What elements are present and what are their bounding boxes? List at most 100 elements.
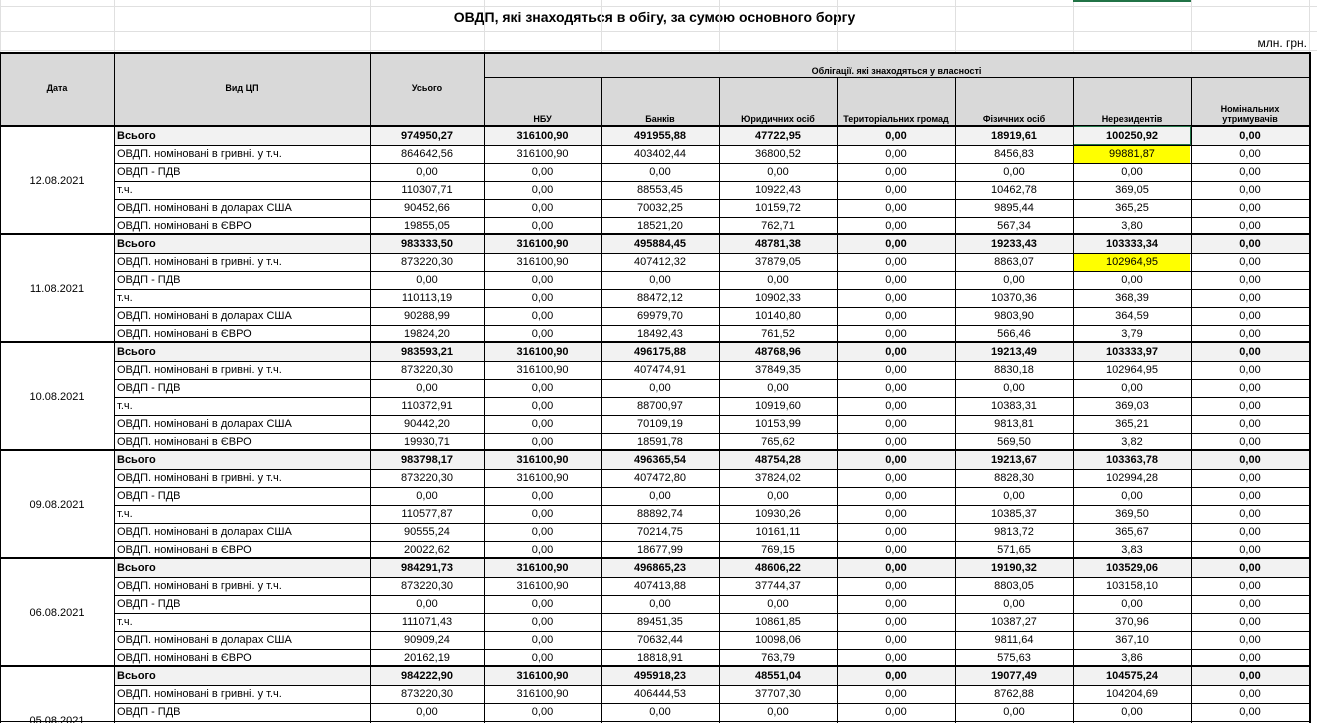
cell-value: 0,00	[885, 634, 907, 646]
cell-value: 369,50	[1115, 508, 1149, 520]
cell-value: 8803,05	[994, 580, 1034, 592]
cell-value: 0,00	[416, 490, 438, 502]
cell-value: 491955,88	[634, 130, 686, 142]
column-border	[1191, 77, 1192, 723]
grid-line	[0, 6, 1317, 7]
group-header: Облігації. які знаходяться у власності	[811, 66, 982, 76]
cell-value: 0,00	[649, 598, 671, 610]
cell-value: 761,52	[761, 328, 795, 340]
row-line	[114, 379, 1309, 380]
cell-value: 316100,90	[516, 562, 569, 574]
cell-value: 763,79	[761, 652, 795, 664]
cell-value: 0,00	[1239, 238, 1261, 250]
selection-edge	[1073, 0, 1191, 2]
row-label: т.ч.	[117, 292, 133, 304]
cell-value: 0,00	[1239, 310, 1261, 322]
column-border	[370, 52, 371, 723]
block-border	[0, 665, 1309, 667]
cell-value: 0,00	[885, 274, 907, 286]
cell-value: 88892,74	[637, 508, 683, 520]
cell-value: 19190,32	[991, 562, 1037, 574]
cell-value: 90555,24	[404, 526, 450, 538]
cell-value: 0,00	[885, 238, 907, 250]
total-row-bg	[114, 127, 1309, 145]
cell-value: 0,00	[885, 706, 907, 718]
cell-value: 0,00	[885, 400, 907, 412]
row-line	[114, 361, 1309, 362]
cell-value: 0,00	[885, 148, 907, 160]
cell-value: 0,00	[767, 166, 789, 178]
cell-value: 0,00	[885, 382, 907, 394]
header-bg	[0, 52, 1309, 126]
block-border	[0, 557, 1309, 559]
cell-value: 20022,62	[404, 544, 450, 556]
cell-value: 769,15	[761, 544, 795, 556]
subcolumn-header: Територіальних громад	[843, 114, 949, 124]
cell-value: 10153,99	[755, 418, 801, 430]
cell-value: 20162,19	[404, 652, 450, 664]
cell-value: 983593,21	[401, 346, 453, 358]
cell-value: 0,00	[885, 688, 907, 700]
cell-value: 48551,04	[755, 670, 801, 682]
cell-value: 37707,30	[755, 688, 801, 700]
title: ОВДП, які знаходяться в обігу, за сумою …	[453, 9, 856, 25]
grid-line	[1191, 0, 1192, 52]
cell-value: 70214,75	[637, 526, 683, 538]
cell-value: 0,00	[1239, 616, 1261, 628]
cell-value: 0,00	[531, 544, 554, 556]
row-label: ОВДП. номіновані в гривні. у т.ч.	[117, 256, 282, 268]
cell-value: 110577,87	[401, 508, 453, 520]
grid-line	[114, 0, 115, 52]
cell-value: 0,00	[1239, 292, 1261, 304]
block-border	[0, 341, 1309, 343]
column-border	[837, 77, 838, 723]
cell-value: 88553,45	[637, 184, 683, 196]
cell-value: 103333,97	[1106, 346, 1158, 358]
selected-cell	[1073, 126, 1191, 145]
cell-value: 0,00	[767, 706, 789, 718]
row-line	[114, 217, 1309, 218]
row-label: ОВДП - ПДВ	[117, 166, 181, 178]
column-border	[1073, 77, 1074, 723]
cell-value: 0,00	[767, 598, 789, 610]
cell-value: 316100,90	[516, 454, 569, 466]
cell-value: 18677,99	[637, 544, 683, 556]
cell-value: 0,00	[531, 526, 554, 538]
cell-value: 984291,73	[401, 562, 453, 574]
cell-value: 0,00	[416, 598, 438, 610]
cell-value: 0,00	[885, 670, 907, 682]
cell-value: 873220,30	[401, 472, 453, 484]
cell-value: 496365,54	[634, 454, 686, 466]
row-line	[114, 541, 1309, 542]
row-label: ОВДП. номіновані в гривні. у т.ч.	[117, 148, 282, 160]
cell-value: 0,00	[1003, 490, 1025, 502]
cell-value: 0,00	[1003, 598, 1025, 610]
cell-value: 0,00	[1239, 202, 1261, 214]
row-line	[114, 631, 1309, 632]
cell-value: 0,00	[531, 418, 554, 430]
cell-value: 8830,18	[994, 364, 1034, 376]
cell-value: 0,00	[1121, 490, 1143, 502]
cell-value: 70109,19	[637, 418, 683, 430]
row-label: ОВДП. номіновані в ЄВРО	[117, 652, 252, 664]
cell-value: 974950,27	[401, 130, 453, 142]
cell-value: 3,80	[1121, 220, 1143, 232]
cell-value: 0,00	[649, 382, 671, 394]
cell-value: 0,00	[531, 220, 554, 232]
cell-value: 10919,60	[755, 400, 801, 412]
cell-value: 407474,91	[634, 364, 686, 376]
cell-value: 0,00	[1239, 490, 1261, 502]
cell-value: 0,00	[1121, 382, 1143, 394]
cell-value: 0,00	[885, 184, 907, 196]
cell-value: 19824,20	[404, 328, 450, 340]
cell-value: 70632,44	[637, 634, 683, 646]
cell-value: 0,00	[531, 184, 554, 196]
cell-value: 0,00	[885, 616, 907, 628]
cell-value: 873220,30	[401, 256, 453, 268]
column-border	[955, 77, 956, 723]
cell-value: 0,00	[1121, 274, 1143, 286]
cell-value: 0,00	[1239, 580, 1261, 592]
row-line	[114, 271, 1309, 272]
cell-value: 368,39	[1115, 292, 1149, 304]
cell-value: 316100,90	[516, 670, 569, 682]
